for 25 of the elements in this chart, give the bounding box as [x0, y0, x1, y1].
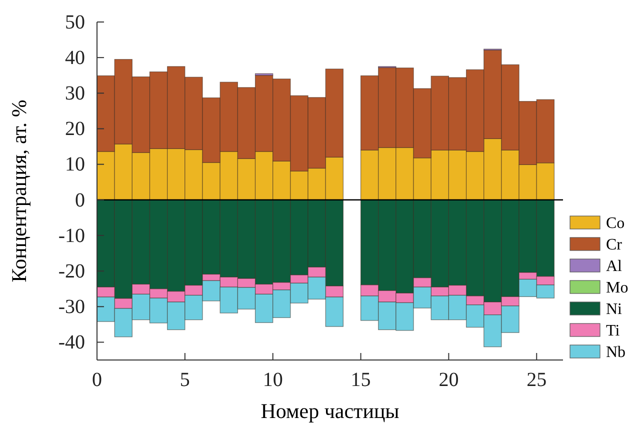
legend-label: Mo [606, 280, 628, 296]
legend-label: Ni [606, 301, 623, 318]
x-tick-label: 5 [180, 369, 190, 392]
y-tick-label: -20 [58, 260, 85, 282]
x-tick-label: 15 [350, 369, 371, 392]
y-tick-label: 40 [65, 46, 85, 69]
legend-label: Co [606, 215, 625, 232]
y-tick-label: -40 [58, 332, 85, 354]
x-axis-title: Номер частицы [260, 399, 400, 423]
y-tick-label: 50 [65, 11, 85, 34]
x-tick-label: 0 [92, 369, 102, 392]
y-tick-label: -10 [58, 224, 85, 247]
y-tick-label: 0 [75, 189, 85, 212]
legend-label: Cr [606, 236, 623, 254]
x-tick-label: 20 [438, 369, 459, 392]
legend-label: Al [606, 258, 623, 275]
y-tick-label: 30 [65, 82, 85, 105]
x-tick-label: 10 [262, 369, 283, 392]
legend-label: Nb [606, 344, 626, 361]
legend-label: Ti [606, 322, 620, 340]
y-axis-title: Концентрация, ат. % [7, 100, 31, 282]
y-tick-label: 10 [65, 154, 85, 176]
x-tick-label: 25 [526, 369, 547, 392]
y-tick-label: -30 [58, 296, 85, 318]
y-tick-label: 20 [65, 118, 85, 140]
